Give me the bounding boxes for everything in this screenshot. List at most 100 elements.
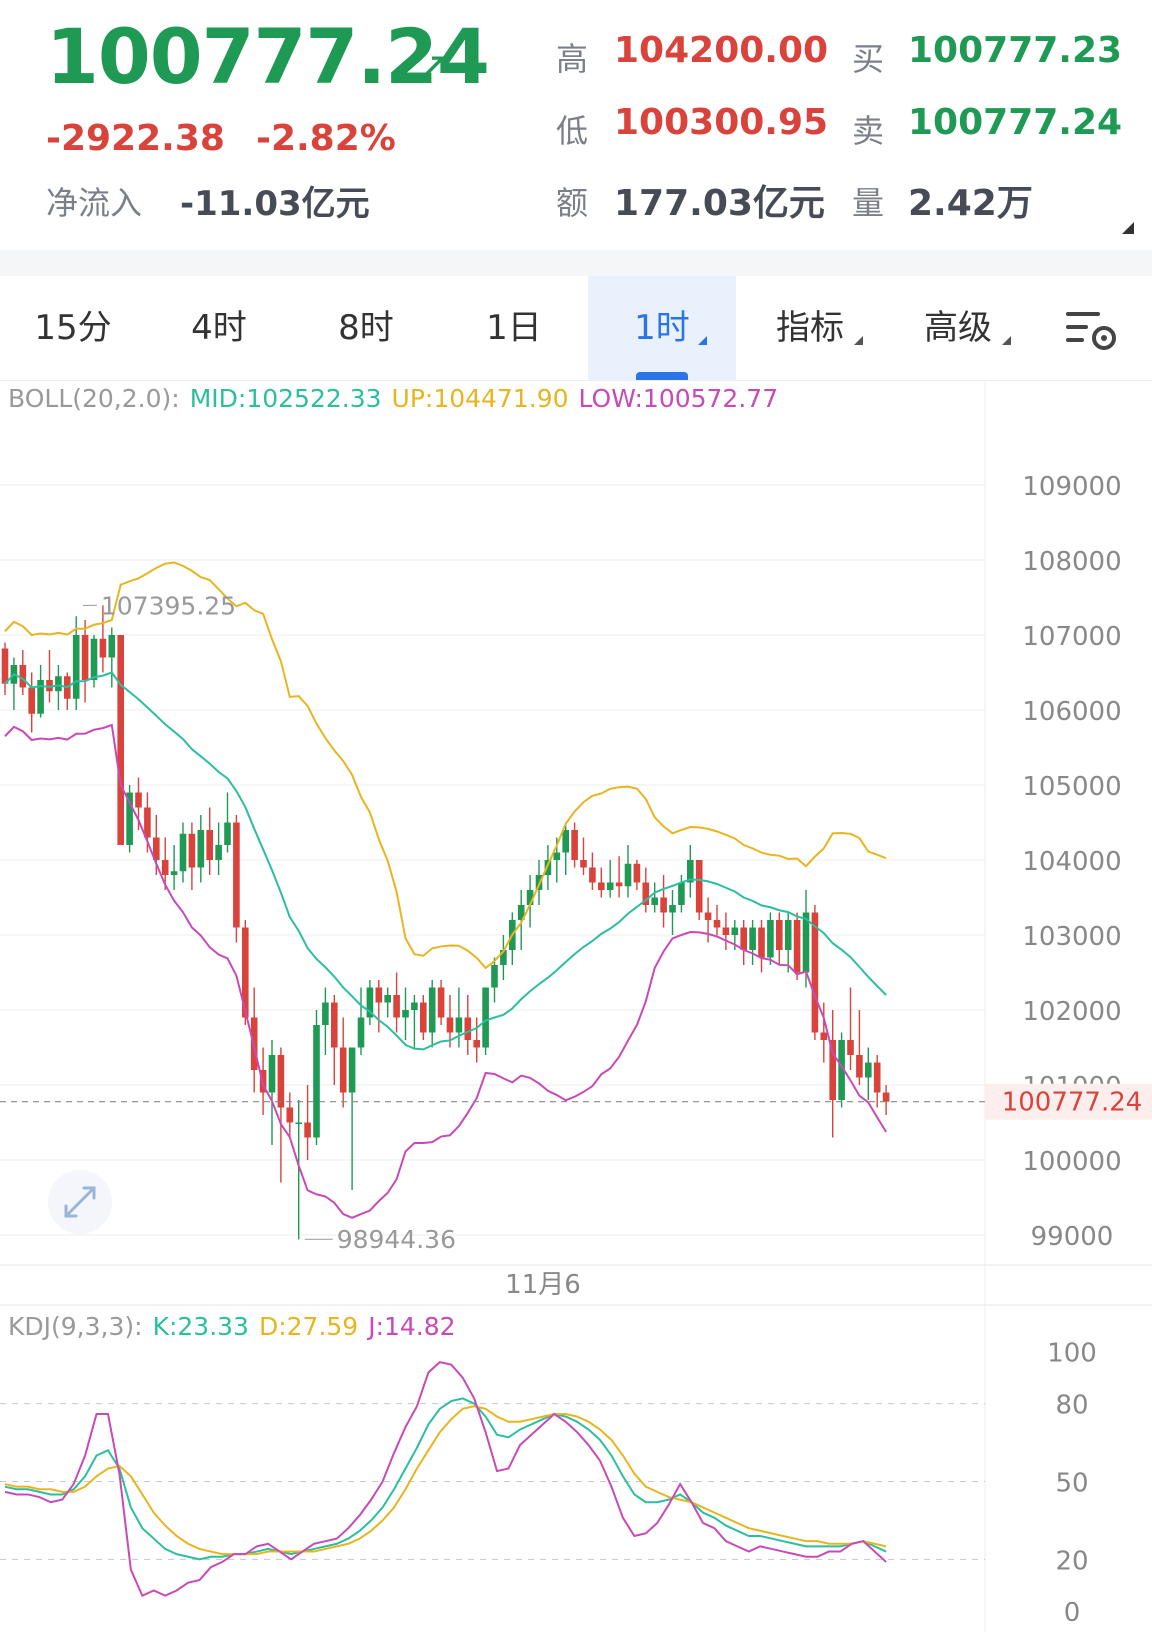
tab-label: 1日 — [486, 308, 542, 348]
stat-low-value: 100300.95 — [614, 102, 829, 143]
y-tick-label: 109000 — [1022, 472, 1121, 502]
candle-body — [108, 635, 116, 658]
stat-high-label: 高 — [556, 40, 589, 78]
boll-legend-low: LOW:100572.77 — [579, 384, 779, 413]
candle-body — [482, 987, 489, 1048]
candle-body — [571, 830, 578, 860]
candle-body — [669, 905, 676, 913]
candle-body — [99, 638, 107, 658]
y-tick-label: 100000 — [1022, 1147, 1121, 1177]
candle-body — [277, 1055, 285, 1108]
kdj-legend-name: KDJ(9,3,3): — [8, 1312, 143, 1341]
candle-body — [90, 638, 98, 680]
candle-body — [776, 920, 783, 950]
candle-body — [437, 987, 445, 1018]
net-inflow-value: -11.03亿元 — [180, 184, 370, 224]
candle-body — [651, 897, 658, 905]
candle-body — [295, 1122, 302, 1124]
candle-body — [865, 1062, 872, 1078]
stat-volume-value: 2.42万 — [908, 183, 1033, 224]
candle-body — [268, 1055, 276, 1093]
header-separator — [0, 250, 1152, 276]
tab-1d[interactable]: 1日 — [440, 276, 588, 380]
candle-body — [384, 995, 391, 1003]
candle-body — [749, 927, 756, 950]
stat-bid-label: 买 — [852, 40, 885, 78]
candle-body — [731, 927, 739, 935]
tab-8h[interactable]: 8时 — [292, 276, 440, 380]
candle-body — [847, 1040, 854, 1055]
candle-body — [464, 1017, 472, 1040]
candle-body — [313, 1025, 320, 1138]
candle-body — [500, 950, 507, 965]
dropdown-triangle-icon — [1002, 336, 1011, 345]
stat-low-label: 低 — [556, 112, 589, 150]
tab-15m[interactable]: 15分 — [0, 276, 146, 380]
candle-body — [660, 897, 667, 913]
quote-header: 100777.24 ↗ -2922.38 -2.82% 净流入 -11.03亿元… — [0, 0, 1152, 250]
active-tab-indicator — [636, 372, 688, 380]
candle-body — [420, 1002, 427, 1033]
tab-4h[interactable]: 4时 — [146, 276, 292, 380]
trend-arrow-icon: ↗ — [416, 44, 450, 90]
candle-body — [366, 987, 374, 1018]
expand-chart-icon[interactable] — [48, 1170, 112, 1234]
y-tick-label: 108000 — [1022, 547, 1121, 577]
candle-body — [784, 920, 792, 950]
candle-body — [153, 837, 160, 860]
candle-body — [838, 1040, 845, 1100]
candle-body — [704, 912, 712, 920]
candle-body — [687, 860, 694, 883]
candle-body — [491, 965, 498, 988]
kdj-y-tick-label: 80 — [1055, 1391, 1088, 1421]
candle-body — [135, 792, 142, 808]
candle-body — [375, 987, 383, 1003]
candle-body — [179, 833, 187, 872]
dropdown-triangle-icon — [854, 336, 863, 345]
y-tick-label: 102000 — [1022, 997, 1121, 1027]
candle-body — [411, 1002, 418, 1010]
candle-body — [55, 676, 62, 692]
candle-body — [224, 822, 231, 845]
tab-1h[interactable]: 1时 — [588, 276, 736, 380]
price-change: -2922.38 — [46, 118, 225, 159]
candle-body — [624, 863, 632, 887]
tab-label: 指标 — [776, 308, 844, 348]
candle-body — [829, 1040, 836, 1100]
candle-body — [713, 920, 721, 928]
x-date-label: 11月6 — [505, 1270, 581, 1300]
candle-body — [758, 927, 765, 958]
candle-body — [446, 1017, 454, 1033]
y-tick-label: 106000 — [1022, 697, 1121, 727]
candle-body — [304, 1122, 311, 1138]
candle-body — [402, 1010, 409, 1018]
stat-volume-label: 量 — [852, 184, 885, 222]
expand-icon-glyph — [64, 1186, 96, 1218]
tab-indicators[interactable]: 指标 — [736, 276, 884, 380]
candle-body — [126, 792, 133, 845]
candle-body — [544, 860, 552, 875]
candle-body — [357, 1017, 365, 1048]
interval-tabs: 15分 4时 8时 1日 1时 指标 高级 — [0, 276, 1152, 381]
candle-body — [678, 882, 685, 905]
kline-chart[interactable]: 109000 108000 107000 106000 105000 104000 1030… — [0, 380, 1152, 1632]
candle-body — [802, 912, 810, 973]
candle-body — [19, 665, 27, 688]
candle-body — [553, 852, 561, 860]
chart-settings-icon[interactable] — [1064, 308, 1120, 352]
candle-body — [517, 905, 525, 920]
price-change-pct: -2.82% — [256, 118, 396, 159]
boll-lower-line — [4, 723, 887, 1219]
candle-body — [428, 987, 436, 1033]
candle-body — [740, 927, 747, 950]
tab-advanced[interactable]: 高级 — [884, 276, 1032, 380]
boll-mid-line — [4, 671, 887, 1051]
boll-legend-name: BOLL(20,2.0): — [8, 384, 180, 413]
stat-amount-value: 177.03亿元 — [614, 183, 825, 224]
candle-body — [580, 860, 587, 868]
expand-corner-icon[interactable] — [1122, 222, 1134, 234]
boll-legend-up: UP:104471.90 — [392, 384, 569, 413]
candle-body — [339, 1047, 347, 1093]
boll-legend-mid: MID:102522.33 — [190, 384, 382, 413]
candle-body — [161, 860, 169, 875]
